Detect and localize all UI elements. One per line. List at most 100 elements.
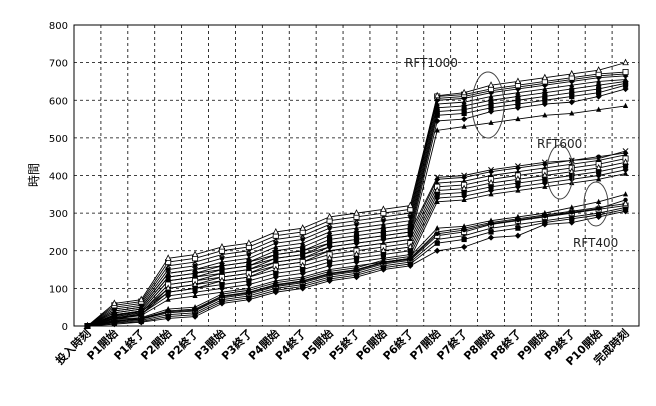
data-point: [515, 180, 521, 186]
data-point: [461, 189, 467, 196]
data-point: [165, 309, 171, 314]
data-point: [568, 219, 575, 226]
data-point: [138, 295, 145, 303]
data-point: [273, 270, 279, 276]
series-1-2: [84, 148, 629, 329]
y-tick-label: 300: [49, 209, 68, 220]
data-point: [192, 266, 199, 273]
data-point: [165, 292, 172, 299]
data-point: [434, 247, 441, 254]
data-point: [595, 66, 602, 73]
data-point: [488, 217, 494, 223]
data-point: [353, 233, 360, 239]
data-point: [300, 266, 306, 273]
data-point: [488, 93, 494, 99]
data-point: [111, 299, 118, 306]
data-point: [407, 217, 413, 223]
data-point: [460, 88, 468, 96]
plot-area-border: [73, 24, 640, 327]
data-point: [380, 225, 387, 232]
data-point: [622, 82, 629, 88]
y-tick-label: 400: [49, 172, 68, 183]
y-axis-label: 時間: [27, 163, 41, 187]
data-point: [622, 76, 629, 82]
data-point: [595, 213, 602, 220]
data-point: [461, 193, 468, 200]
data-point: [246, 263, 252, 268]
data-point: [461, 227, 467, 233]
data-point: [353, 255, 360, 261]
data-point: [326, 262, 333, 269]
data-point: [434, 194, 441, 202]
data-point: [514, 104, 522, 111]
data-point: [542, 213, 548, 219]
data-point: [246, 290, 252, 296]
data-point: [192, 285, 198, 291]
data-point: [327, 244, 332, 250]
rft1000-label: RFT1000: [405, 56, 458, 70]
data-point: [622, 58, 629, 66]
data-point: [246, 287, 252, 293]
data-point: [219, 258, 225, 265]
data-point: [487, 97, 495, 104]
series-2-6: [85, 197, 628, 329]
data-point: [326, 268, 333, 274]
data-point: [461, 115, 468, 123]
data-point: [542, 93, 548, 100]
data-point: [353, 225, 360, 231]
data-point: [596, 78, 602, 84]
data-point: [622, 170, 629, 176]
data-point: [165, 289, 171, 295]
data-point: [111, 321, 118, 328]
data-point: [622, 191, 629, 197]
data-point: [596, 176, 602, 182]
data-point: [219, 294, 225, 299]
data-point: [622, 69, 629, 76]
data-point: [514, 163, 521, 170]
data-point: [353, 209, 360, 216]
data-point: [434, 117, 441, 125]
data-point: [433, 91, 441, 99]
data-point: [488, 184, 494, 190]
data-point: [434, 108, 440, 115]
data-point: [273, 241, 278, 246]
data-point: [165, 315, 172, 322]
y-tick-label: 0: [62, 322, 68, 333]
data-point: [219, 267, 225, 272]
data-point: [487, 108, 495, 115]
data-point: [245, 239, 253, 246]
data-point: [541, 179, 548, 187]
data-point: [300, 237, 305, 242]
gridlines: [74, 25, 639, 326]
data-point: [327, 225, 332, 231]
data-point: [622, 85, 629, 93]
data-point: [219, 256, 225, 261]
data-point: [353, 273, 360, 281]
data-point: [488, 191, 494, 197]
data-point: [487, 234, 495, 241]
data-point: [515, 101, 521, 107]
data-point: [165, 274, 171, 280]
data-point: [353, 264, 360, 270]
data-point: [300, 275, 306, 282]
data-point: [246, 255, 252, 261]
data-point: [191, 250, 199, 258]
data-point: [300, 240, 306, 246]
data-point: [542, 176, 548, 182]
data-point: [138, 319, 145, 326]
data-point: [542, 112, 548, 118]
data-point: [568, 85, 575, 93]
data-point: [300, 279, 305, 284]
data-point: [165, 296, 171, 302]
data-point: [515, 97, 521, 103]
data-point: [327, 271, 332, 277]
data-point: [191, 313, 199, 320]
data-point: [595, 82, 602, 89]
data-point: [192, 271, 198, 276]
data-point: [434, 225, 440, 231]
data-point: [622, 208, 629, 215]
data-point: [111, 307, 118, 314]
data-point: [273, 256, 278, 261]
data-point: [112, 318, 117, 323]
data-point: [541, 221, 548, 228]
